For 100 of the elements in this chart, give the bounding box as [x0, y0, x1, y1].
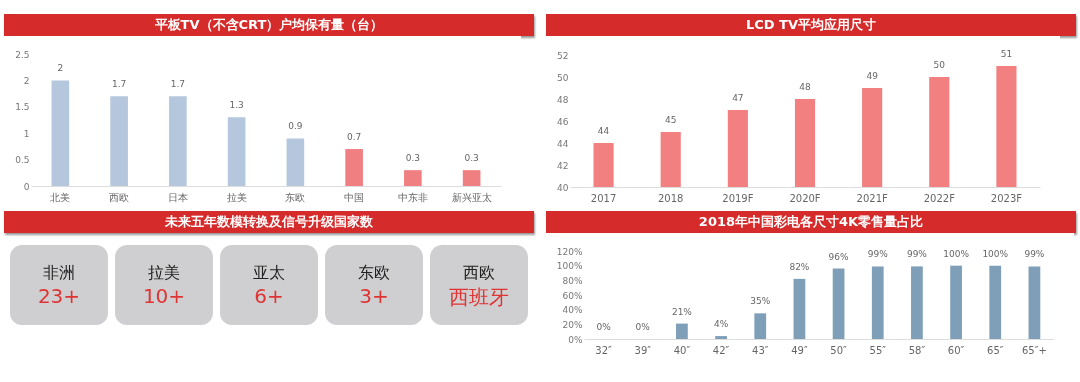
- text: 西班牙: [448, 284, 510, 311]
- category-label: 西欧: [462, 263, 496, 284]
- y-tick-label: 100%: [556, 261, 583, 272]
- x-tick-label: 东欧: [285, 191, 306, 203]
- x-tick-label: 新兴亚太: [451, 191, 492, 203]
- y-tick-label: 2.5: [15, 49, 30, 60]
- x-tick-label: 60″: [947, 344, 965, 356]
- bar: [462, 170, 481, 186]
- chart-title: 2018年中国彩电各尺寸4K零售量占比: [546, 211, 1076, 233]
- y-tick-label: 44: [557, 138, 569, 149]
- x-tick-label: 中国: [344, 191, 365, 203]
- data-label: 2: [57, 63, 64, 74]
- category-label: 非洲: [42, 263, 76, 284]
- bar: [110, 96, 128, 186]
- category-label: 拉美: [147, 263, 181, 284]
- y-tick-label: 120%: [556, 246, 583, 257]
- bar: [950, 265, 962, 339]
- x-tick-label: 2023F: [990, 192, 1023, 204]
- data-label: 1.7: [170, 79, 186, 90]
- data-label: 1.7: [111, 79, 127, 90]
- y-tick-label: 52: [557, 50, 569, 61]
- data-label: 96%: [828, 251, 850, 262]
- x-tick-label: 2017: [590, 192, 617, 204]
- chart-title: 平板TV（不含CRT）户均保有量（台）: [4, 14, 534, 36]
- data-label: 44: [597, 126, 610, 136]
- x-tick-label: 55″: [869, 344, 887, 356]
- data-label: 99%: [1024, 249, 1045, 260]
- data-label: 0.3: [405, 153, 421, 164]
- y-tick-label: 40%: [562, 305, 583, 316]
- data-label: 51: [1000, 49, 1013, 59]
- y-tick-label: 1.5: [15, 102, 30, 113]
- bar: [715, 336, 727, 339]
- bar: [345, 149, 363, 186]
- bar: [989, 265, 1002, 339]
- x-tick-label: 北美: [50, 191, 71, 203]
- data-label: 100%: [982, 248, 1009, 259]
- text: 23+: [36, 284, 82, 308]
- x-tick-label: 日本: [167, 191, 188, 203]
- x-tick-label: 2018: [657, 192, 684, 204]
- bar: [832, 268, 845, 339]
- bar: [51, 80, 70, 186]
- x-tick-label: 43″: [752, 344, 769, 356]
- bar: [754, 313, 767, 339]
- category-label: 亚太: [252, 263, 286, 284]
- data-label: 0.7: [346, 132, 362, 143]
- data-label: 100%: [943, 248, 970, 259]
- data-label: 50: [933, 60, 946, 70]
- y-tick-label: 0.5: [15, 155, 30, 166]
- y-tick-label: 42: [557, 160, 569, 171]
- y-tick-label: 20%: [562, 319, 583, 330]
- data-label: 21%: [671, 306, 693, 317]
- x-tick-label: 2021F: [856, 192, 888, 204]
- text: 未来五年数模转换及信号升级国家数: [4, 211, 534, 233]
- bar: [911, 266, 923, 339]
- data-label: 45: [664, 115, 677, 125]
- x-tick-label: 32″: [595, 344, 613, 356]
- x-tick-label: 中东非: [397, 191, 428, 203]
- x-tick-label: 2020F: [789, 192, 821, 204]
- data-label: 0%: [635, 322, 651, 332]
- data-label: 49: [866, 71, 879, 81]
- text: 6+: [253, 284, 285, 308]
- data-label: 0.9: [288, 121, 303, 132]
- data-label: 99%: [867, 249, 889, 260]
- x-tick-label: 65″: [987, 344, 1004, 356]
- y-tick-label: 60%: [562, 290, 583, 301]
- y-tick-label: 0: [23, 181, 30, 192]
- text: 3+: [358, 284, 390, 308]
- bar: [169, 96, 187, 186]
- data-label: 47: [732, 93, 744, 103]
- y-tick-label: 46: [557, 116, 569, 127]
- data-label: 0.3: [464, 153, 479, 164]
- data-label: 35%: [750, 296, 771, 307]
- bar: [404, 170, 422, 186]
- x-tick-label: 58″: [908, 344, 926, 356]
- bar: [227, 117, 246, 186]
- text: 10+: [141, 284, 187, 308]
- bar: [1028, 266, 1041, 339]
- bar: [676, 323, 688, 339]
- x-tick-label: 42″: [712, 344, 730, 356]
- data-label: 1.3: [229, 100, 244, 111]
- y-tick-label: 2: [23, 75, 30, 86]
- bar: [793, 278, 806, 339]
- x-tick-label: 49″: [791, 344, 808, 356]
- data-label: 4%: [713, 319, 729, 330]
- x-tick-label: 39″: [634, 344, 652, 356]
- x-tick-label: 2022F: [923, 192, 956, 204]
- bar: [871, 266, 884, 339]
- y-tick-label: 1: [23, 128, 30, 139]
- x-tick-label: 西欧: [109, 191, 130, 203]
- y-tick-label: 80%: [562, 275, 583, 286]
- y-tick-label: 0%: [568, 334, 583, 345]
- data-label: 0%: [596, 322, 612, 332]
- x-tick-label: 65″+: [1021, 344, 1047, 356]
- y-tick-label: 40: [557, 182, 569, 193]
- category-label: 东欧: [357, 263, 391, 284]
- data-label: 48: [799, 82, 811, 92]
- x-tick-label: 40″: [673, 344, 691, 356]
- data-label: 99%: [906, 249, 928, 260]
- chart-title: LCD TV平均应用尺寸: [546, 14, 1076, 36]
- x-tick-label: 50″: [830, 344, 848, 356]
